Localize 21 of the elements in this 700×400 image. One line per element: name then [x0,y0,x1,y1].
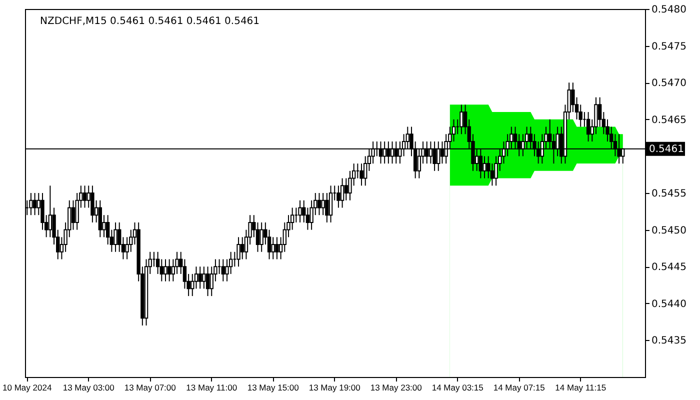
y-tick-label: 0.5455 [652,188,686,200]
x-tick-label: 13 May 07:00 [124,382,176,392]
y-tick-label: 0.5465 [652,114,686,126]
y-tick-label: 0.5470 [652,78,686,90]
y-tick-label: 0.5440 [652,298,686,310]
x-tick-label: 13 May 15:00 [247,382,300,392]
x-tick-label: 13 May 23:00 [370,382,422,392]
x-tick-label: 13 May 11:00 [186,382,238,392]
text: NZDCHF,M15 0.5461 0.5461 0.5461 0.5461 [40,16,260,27]
y-tick-label: 0.5480 [652,4,686,16]
x-tick-label: 14 May 07:15 [493,382,546,392]
y-tick-label: 0.5445 [652,262,686,274]
x-tick-label: 14 May 03:15 [432,382,484,392]
ref-line-label: 0.5461 [649,144,684,155]
x-tick-label: 14 May 11:15 [555,382,606,392]
x-tick-label: 13 May 03:00 [62,382,115,392]
x-tick-label: 10 May 2024 [2,382,52,392]
y-tick-label: 0.5450 [652,225,686,236]
y-tick-label: 0.5475 [652,41,686,52]
y-tick-label: 0.5435 [652,336,686,347]
x-tick-label: 13 May 19:00 [308,382,361,392]
